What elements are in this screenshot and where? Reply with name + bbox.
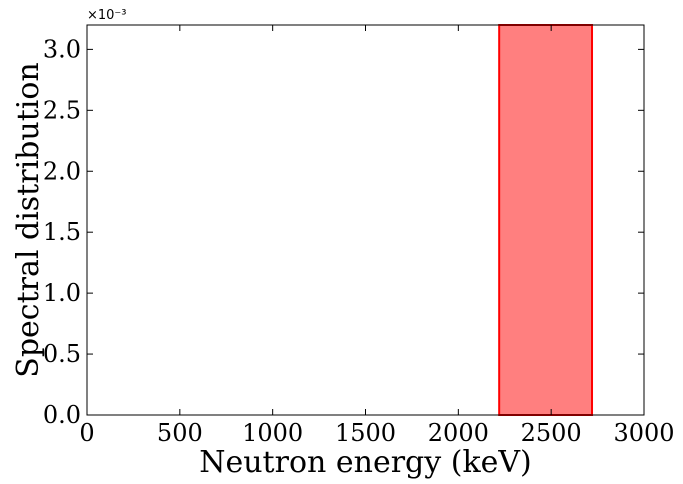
x-axis-label: Neutron energy (keV) — [199, 445, 532, 480]
y-tick-label: 0.5 — [43, 340, 81, 368]
x-tick-label: 2000 — [428, 419, 489, 447]
x-tick-label: 1000 — [242, 419, 303, 447]
x-tick-label: 500 — [157, 419, 203, 447]
x-tick-label: 0 — [79, 419, 94, 447]
y-tick-label: 3.0 — [43, 35, 81, 63]
y-tick-label: 0.0 — [43, 401, 81, 429]
plot-area — [498, 24, 594, 416]
x-tick-label: 1500 — [335, 419, 396, 447]
y-axis-label: Spectral distribution — [11, 62, 46, 377]
spectrum-area-0 — [498, 24, 594, 416]
y-tick-label: 2.5 — [43, 96, 81, 124]
y-tick-label: 1.0 — [43, 279, 81, 307]
y-axis-ticks: 0.0 0.5 1.0 1.5 2.0 2.5 3.0 — [43, 35, 644, 429]
x-tick-label: 3000 — [613, 419, 674, 447]
y-tick-label: 1.5 — [43, 218, 81, 246]
y-offset-label: ×10⁻³ — [87, 8, 127, 23]
y-tick-label: 2.0 — [43, 157, 81, 185]
x-axis-ticks: 0 500 1000 1500 2000 2500 3000 — [79, 25, 675, 447]
x-tick-label: 2500 — [521, 419, 582, 447]
